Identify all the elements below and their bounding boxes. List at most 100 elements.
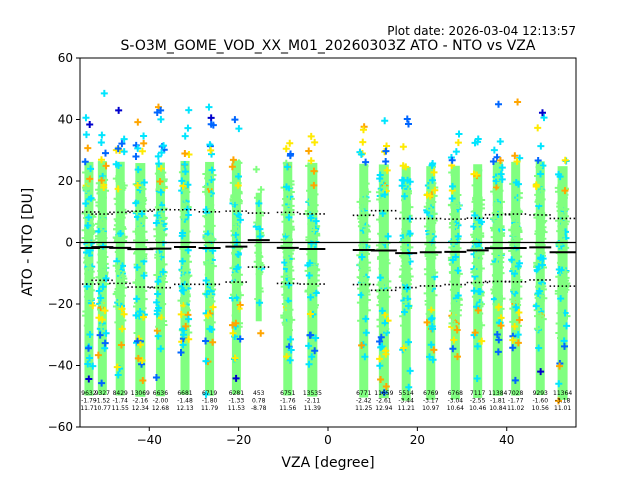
data-point [207,120,215,128]
bin-std-label: -8.78 [251,405,267,412]
data-point [83,322,91,330]
bin-mean-label: -1.79 [81,398,97,405]
data-point [231,116,239,124]
data-point [119,225,127,233]
data-point [305,272,313,280]
data-point [477,265,485,273]
data-point [304,287,312,295]
data-point [135,277,143,285]
data-point [86,121,94,129]
data-point [356,198,364,206]
y-tick-label: −40 [48,359,73,373]
bin-core-band [205,161,215,396]
data-point [449,314,457,322]
bin-mean-label: -1.74 [112,398,128,405]
data-point [381,201,389,209]
data-point [307,283,315,291]
data-point [235,159,243,167]
data-point [114,371,122,379]
data-point [423,318,431,326]
data-point [450,312,458,320]
data-point [160,317,168,325]
data-point [233,287,241,295]
data-point [179,229,187,237]
data-point [89,301,97,309]
data-point [306,197,314,205]
data-point [454,232,462,240]
bin-count-label: 6771 [356,390,371,397]
data-point [561,342,569,350]
data-point [184,205,192,213]
data-point [232,282,240,290]
data-point [510,265,518,273]
data-point [475,166,483,174]
data-point [540,114,548,122]
data-point [185,328,193,336]
data-point [360,284,368,292]
bin-core-band [426,166,436,400]
data-point [112,302,120,310]
data-point [427,265,435,273]
data-point [138,357,146,365]
data-point [81,158,89,166]
data-point [358,218,366,226]
data-point [154,278,162,286]
data-point [157,115,165,123]
data-point [310,181,318,189]
bin-mean-label: -3.17 [423,398,439,405]
data-point [562,205,570,213]
data-point [559,327,567,335]
bin-column-13 [398,115,414,401]
data-point [429,160,437,168]
bin-count-label: 13069 [131,390,150,397]
data-point [312,217,320,225]
data-point [85,213,93,221]
data-point [282,248,290,256]
data-point [405,265,413,273]
data-point [489,158,497,166]
data-point [87,286,95,294]
data-point [257,329,265,337]
x-tick-label: 0 [324,433,332,447]
data-point [117,341,125,349]
data-point [202,357,210,365]
y-tick-label: −60 [48,420,73,434]
data-point [86,175,94,183]
data-point [154,170,162,178]
data-point [139,200,147,208]
data-point [404,187,412,195]
data-point [363,235,371,243]
data-point [358,280,366,288]
data-point [556,362,564,370]
data-point [305,360,313,368]
data-point [231,311,239,319]
data-point [494,348,502,356]
bin-mean-label: -2.16 [133,398,149,405]
data-point [450,336,458,344]
bin-column-16 [470,135,486,398]
data-point [114,195,122,203]
y-tick-label: 20 [58,174,73,188]
data-point [378,232,386,240]
data-point [178,257,186,265]
data-point [377,333,385,341]
data-point [362,275,370,283]
data-point [380,237,388,245]
data-point [132,153,140,161]
data-point [102,274,110,282]
data-point [362,329,370,337]
data-point [402,202,410,210]
data-point [532,302,540,310]
data-point [423,289,431,297]
data-point [204,311,212,319]
data-point [87,194,95,202]
data-point [179,207,187,215]
data-point [102,329,110,337]
bin-std-label: 11.79 [201,405,218,412]
data-point [492,199,500,207]
data-point [561,220,569,228]
data-point [356,273,364,281]
data-point [208,166,216,174]
data-point [537,221,545,229]
data-point [229,156,237,164]
